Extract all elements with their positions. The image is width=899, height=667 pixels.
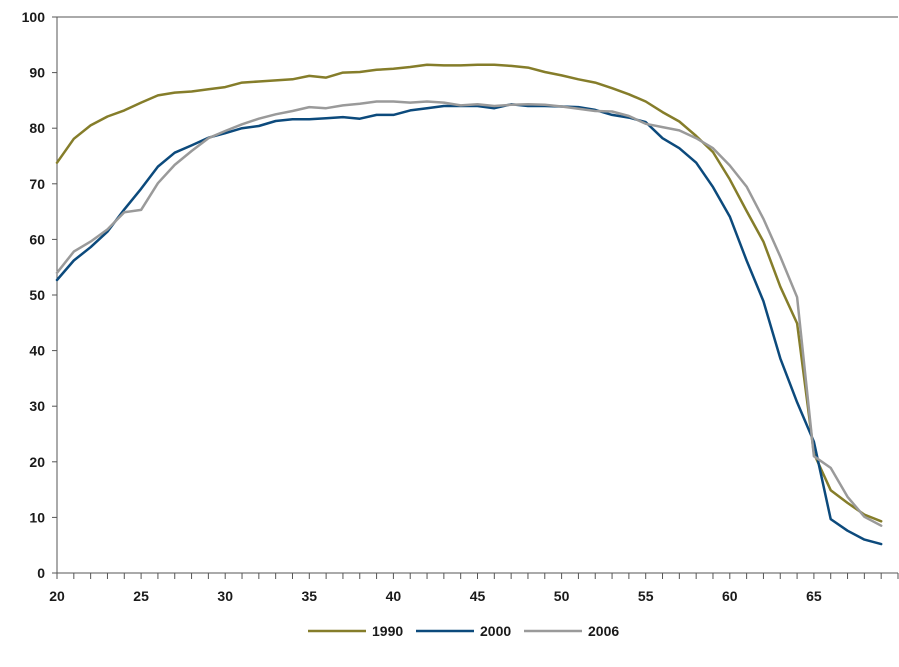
y-tick-label: 30 — [29, 398, 45, 414]
y-tick-label: 60 — [29, 231, 45, 247]
x-tick-label: 20 — [49, 588, 65, 604]
y-tick-label: 70 — [29, 176, 45, 192]
y-tick-label: 80 — [29, 120, 45, 136]
x-tick-label: 40 — [386, 588, 402, 604]
y-tick-label: 50 — [29, 287, 45, 303]
x-tick-label: 25 — [133, 588, 149, 604]
x-tick-label: 60 — [722, 588, 738, 604]
y-tick-label: 10 — [29, 509, 45, 525]
legend: 1990 2000 2006 — [308, 623, 619, 639]
x-tick-label: 65 — [806, 588, 822, 604]
legend-label-2006: 2006 — [588, 623, 619, 639]
y-tick-label: 100 — [22, 9, 46, 25]
series-group — [57, 65, 881, 544]
y-tick-label: 0 — [37, 565, 45, 581]
y-tick-label: 90 — [29, 65, 45, 81]
x-tick-label: 45 — [470, 588, 486, 604]
legend-label-2000: 2000 — [480, 623, 511, 639]
series-line-1990 — [57, 65, 881, 522]
x-tick-label: 35 — [302, 588, 318, 604]
series-line-2000 — [57, 104, 881, 544]
x-tick-label: 50 — [554, 588, 570, 604]
legend-label-1990: 1990 — [372, 623, 403, 639]
y-tick-label: 20 — [29, 454, 45, 470]
x-tick-label: 30 — [217, 588, 233, 604]
series-line-2006 — [57, 102, 881, 526]
x-tick-label: 55 — [638, 588, 654, 604]
y-tick-label: 40 — [29, 343, 45, 359]
